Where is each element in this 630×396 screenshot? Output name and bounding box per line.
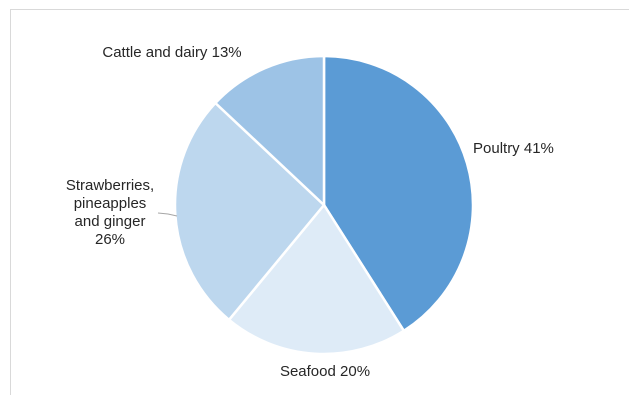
slice-label-line: and ginger — [75, 213, 146, 230]
slice-label-seafood: Seafood 20% — [280, 363, 370, 380]
leaders-layer — [157, 212, 178, 217]
slice-label-poultry: Poultry 41% — [473, 140, 554, 157]
slice-label-line: Cattle and dairy 13% — [102, 44, 241, 61]
leader-line — [157, 212, 178, 217]
slice-label-strawberries-pineapples-and-ginger: Strawberries, pineapples and ginger 26% — [66, 177, 154, 248]
slice-label-cattle-and-dairy: Cattle and dairy 13% — [102, 44, 241, 61]
slices-layer — [173, 54, 475, 356]
slice-label-line: Seafood 20% — [280, 363, 370, 380]
slice-label-line: Poultry 41% — [473, 140, 554, 157]
labels-layer: Poultry 41% Seafood 20% Strawberries, pinea… — [66, 44, 554, 380]
slice-label-line: pineapples — [74, 195, 147, 212]
pie-slice-strawberries-pineapples-and-ginger — [173, 101, 326, 322]
pie-slice-cattle-and-dairy — [214, 54, 326, 207]
chart-frame — [10, 9, 629, 395]
slice-label-line: 26% — [95, 231, 125, 248]
pie-slice-seafood — [227, 203, 406, 356]
slice-label-line: Strawberries, — [66, 177, 154, 194]
